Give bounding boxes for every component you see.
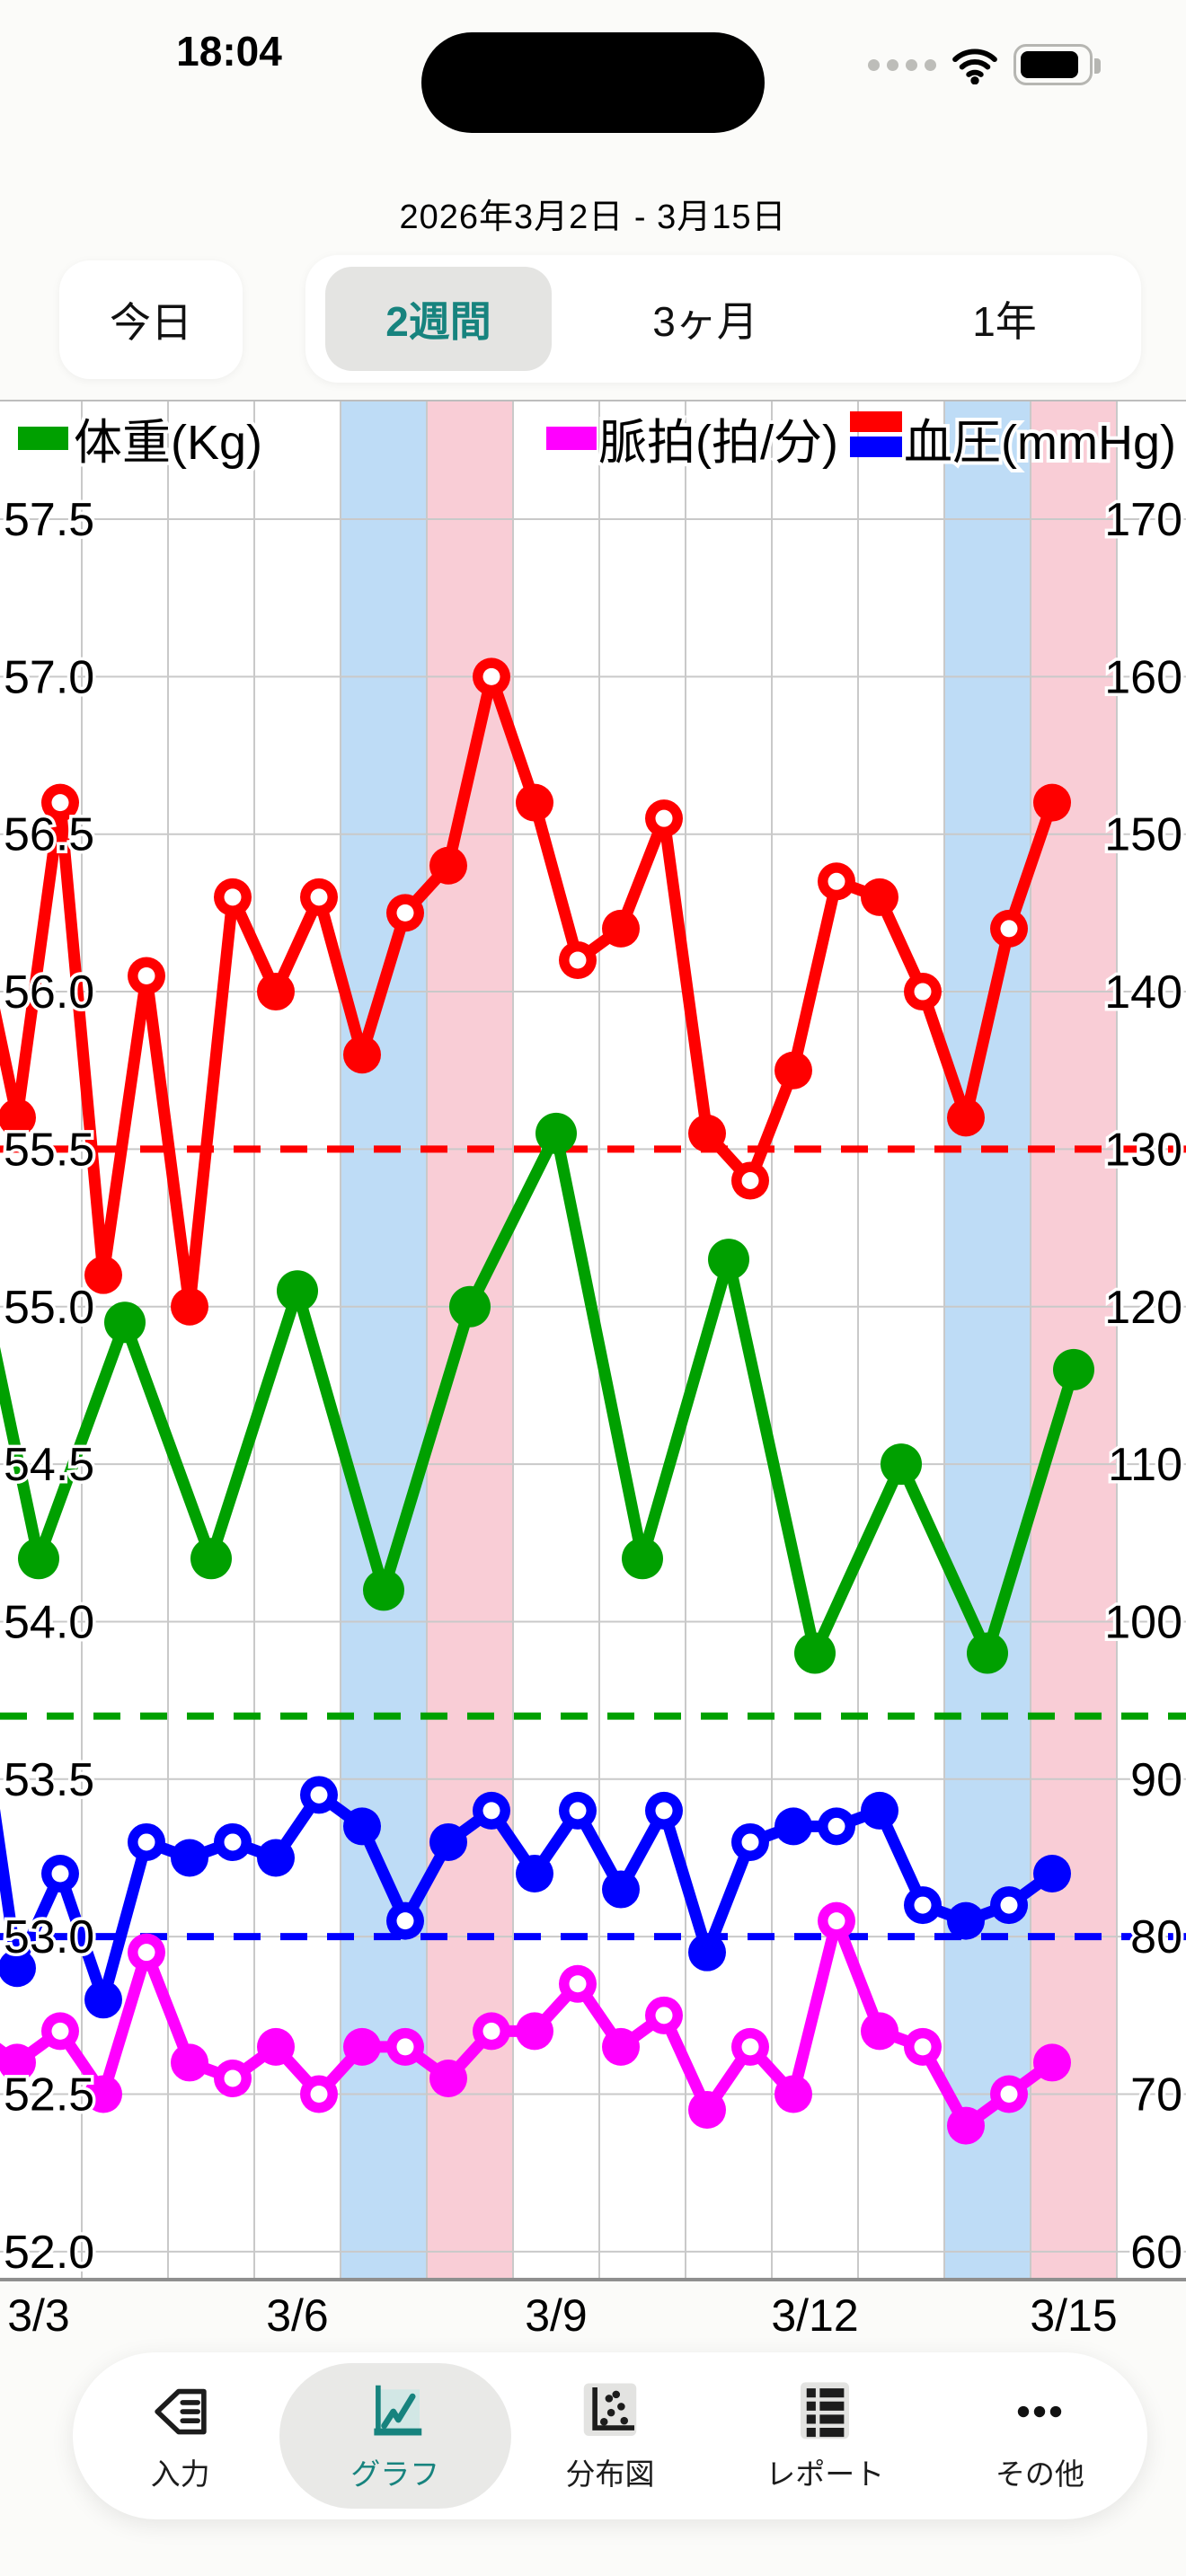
svg-text:54.0: 54.0	[4, 1596, 94, 1648]
svg-text:3/3: 3/3	[7, 2290, 70, 2341]
line-chart-icon	[374, 2385, 422, 2435]
svg-text:140: 140	[1104, 966, 1182, 1019]
svg-text:56.0: 56.0	[4, 966, 94, 1019]
scatter-plot-icon	[583, 2383, 637, 2436]
svg-text:80: 80	[1130, 1911, 1182, 1963]
wifi-icon	[952, 49, 997, 84]
svg-text:130: 130	[1104, 1124, 1182, 1176]
status-time: 18:04	[176, 28, 282, 75]
cellular-dots-icon	[868, 58, 936, 71]
nav-item-more[interactable]: その他	[933, 2352, 1147, 2519]
selected-segment-bubble	[325, 267, 552, 371]
nav-label-graph: グラフ	[350, 2457, 440, 2491]
svg-text:54.5: 54.5	[4, 1439, 94, 1491]
tab-1year-label: 1年	[972, 298, 1037, 345]
svg-text:52.0: 52.0	[4, 2227, 94, 2279]
svg-text:57.5: 57.5	[4, 494, 94, 546]
svg-text:53.5: 53.5	[4, 1754, 94, 1806]
svg-text:56.5: 56.5	[4, 809, 94, 861]
svg-text:52.5: 52.5	[4, 2069, 94, 2122]
nav-item-report[interactable]: レポート	[718, 2352, 933, 2519]
dynamic-island	[421, 32, 765, 133]
nav-label-report: レポート	[766, 2457, 885, 2491]
range-segmented-control: 2週間 3ヶ月 1年	[305, 255, 1141, 383]
svg-text:血圧(mmHg): 血圧(mmHg)	[904, 416, 1176, 470]
svg-text:100: 100	[1104, 1596, 1182, 1648]
svg-text:90: 90	[1130, 1754, 1182, 1806]
tab-1year[interactable]: 1年	[892, 255, 1117, 383]
tab-3months-label: 3ヶ月	[652, 298, 758, 345]
svg-text:3/15: 3/15	[1030, 2290, 1117, 2341]
svg-text:110: 110	[1108, 1439, 1182, 1491]
svg-text:体重(Kg): 体重(Kg)	[74, 416, 262, 470]
tab-2weeks[interactable]: 2週間	[325, 255, 552, 383]
svg-text:53.0: 53.0	[4, 1911, 94, 1963]
nav-item-input[interactable]: 入力	[73, 2352, 288, 2519]
svg-text:60: 60	[1130, 2227, 1182, 2279]
svg-text:120: 120	[1104, 1282, 1182, 1334]
bottom-nav: 入力 グラフ 分布図	[73, 2352, 1147, 2519]
chart-svg: 57.5 57.0 56.5 56.0 55.5 55.0 54.5 54.0 53.5 53.0…	[0, 400, 1186, 2341]
status-icons	[868, 40, 1101, 90]
ellipsis-icon	[1018, 2405, 1062, 2417]
svg-text:57.0: 57.0	[4, 651, 94, 703]
svg-text:脈拍(拍/分): 脈拍(拍/分)	[598, 416, 838, 470]
nav-label-scatter: 分布図	[565, 2457, 655, 2491]
svg-text:55.0: 55.0	[4, 1282, 94, 1334]
svg-text:150: 150	[1104, 809, 1182, 861]
tab-2weeks-label: 2週間	[385, 298, 491, 345]
pencil-input-icon	[154, 2388, 207, 2434]
status-bar: 18:04	[0, 0, 1186, 144]
svg-text:3/9: 3/9	[525, 2290, 588, 2341]
tab-3months[interactable]: 3ヶ月	[593, 255, 818, 383]
today-button-label: 今日	[110, 299, 192, 346]
nav-item-scatter[interactable]: 分布図	[502, 2352, 717, 2519]
date-range-title: 2026年3月2日 - 3月15日	[399, 198, 787, 236]
battery-icon	[1013, 44, 1101, 85]
svg-text:70: 70	[1130, 2069, 1182, 2122]
report-list-icon	[801, 2381, 850, 2439]
svg-text:3/12: 3/12	[771, 2290, 858, 2341]
nav-label-input: 入力	[150, 2457, 210, 2491]
svg-text:55.5: 55.5	[4, 1124, 94, 1176]
active-nav-bubble	[279, 2363, 511, 2509]
today-button[interactable]: 今日	[59, 260, 243, 379]
nav-label-more: その他	[995, 2457, 1084, 2491]
svg-text:160: 160	[1104, 651, 1182, 703]
svg-text:3/6: 3/6	[266, 2290, 329, 2341]
svg-text:170: 170	[1104, 494, 1182, 546]
nav-item-graph[interactable]: グラフ	[279, 2352, 511, 2519]
